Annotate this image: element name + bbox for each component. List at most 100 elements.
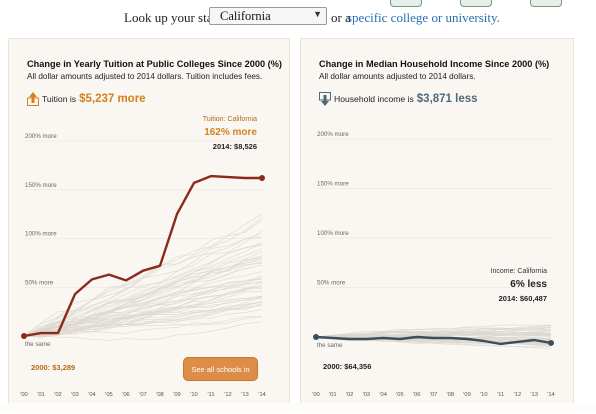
data-point [548, 339, 554, 346]
x-tick-label: '07 [139, 392, 147, 398]
other-state-line [23, 286, 263, 337]
x-tick-label: '01 [37, 392, 45, 398]
x-tick-label: '05 [396, 392, 404, 398]
x-tick-label: '01 [329, 392, 337, 398]
x-tick-label: '03 [71, 392, 79, 398]
see-all-schools-button[interactable]: See all schools in [183, 357, 258, 381]
top-tab[interactable] [460, 0, 492, 7]
x-tick-label: '02 [54, 392, 62, 398]
y-tick-label: 200% more [317, 131, 349, 138]
down-arrow-icon [319, 92, 331, 106]
income-panel: the same 50% more 100% more 150% more 200% m… [300, 38, 574, 413]
data-point [259, 175, 265, 182]
end-change-label: 162% more [204, 127, 257, 138]
x-tick-label: '13 [530, 392, 538, 398]
top-tab[interactable] [530, 0, 562, 7]
x-tick-label: '00 [20, 392, 28, 398]
other-state-line [315, 324, 552, 338]
y-tick-label: 200% more [25, 133, 57, 140]
series-line-california [315, 335, 552, 346]
end-change-label: 6% less [510, 279, 547, 290]
top-tab[interactable] [390, 0, 422, 7]
up-arrow-icon [27, 92, 39, 106]
x-tick-label: '12 [514, 392, 522, 398]
x-tick-label: '10 [190, 392, 198, 398]
tuition-chart-subtitle: All dollar amounts adjusted to 2014 doll… [27, 72, 263, 81]
x-tick-label: '14 [258, 392, 266, 398]
x-tick-label: '08 [156, 392, 164, 398]
x-tick-label: '05 [105, 392, 113, 398]
end-series-name: Tuition: California [203, 116, 257, 123]
y-tick-label: 100% more [25, 231, 57, 238]
income-headline-value: $3,871 less [416, 93, 478, 105]
data-point [21, 333, 27, 339]
tuition-panel: the same 50% more 100% more 150% more 200% m… [8, 38, 290, 413]
other-state-line [315, 325, 552, 338]
y-tick-label: 150% more [317, 181, 349, 188]
tuition-headline-label: Tuition is [42, 94, 77, 104]
y-tick-label: 150% more [25, 182, 57, 189]
other-state-line [23, 242, 263, 337]
x-tick-label: '09 [173, 392, 181, 398]
x-tick-label: '03 [363, 392, 371, 398]
end-value-label: 2014: $8,526 [213, 142, 257, 151]
end-series-name: Income: California [491, 268, 548, 275]
chevron-down-icon: ▼ [313, 9, 322, 19]
other-state-line [23, 258, 263, 337]
specific-college-link[interactable]: specific college or university. [347, 10, 500, 25]
y-tick-label: the same [25, 341, 51, 348]
other-state-line [23, 309, 263, 337]
income-headline: Household income is $3,871 less [319, 91, 478, 107]
other-state-line [23, 260, 263, 337]
other-state-line [315, 327, 552, 338]
income-chart-subtitle: All dollar amounts adjusted to 2014 doll… [319, 72, 476, 81]
x-tick-label: '04 [379, 392, 387, 398]
x-tick-label: '07 [430, 392, 438, 398]
or-text: or a [331, 10, 351, 25]
x-tick-label: '02 [346, 392, 354, 398]
other-state-line [23, 213, 263, 337]
x-tick-label: '04 [88, 392, 96, 398]
x-tick-label: '10 [480, 392, 488, 398]
x-tick-label: '09 [463, 392, 471, 398]
x-tick-label: '11 [207, 392, 214, 398]
other-states-lines [23, 213, 263, 341]
x-tick-label: '06 [413, 392, 421, 398]
other-state-line [23, 277, 263, 337]
x-tick-label: '00 [312, 392, 320, 398]
start-value-label: 2000: $64,356 [323, 362, 371, 371]
tuition-chart: the same 50% more 100% more 150% more 200% m… [20, 116, 266, 398]
other-state-line [315, 324, 551, 338]
top-bar: Look up your state California ▼ or a spe… [0, 0, 596, 34]
x-tick-label: '13 [241, 392, 249, 398]
state-select-value: California [220, 9, 271, 23]
other-state-line [23, 236, 263, 337]
state-select[interactable]: California ▼ [209, 7, 327, 25]
y-tick-label: 50% more [25, 279, 54, 286]
page-bottom [0, 403, 596, 413]
other-state-line [23, 230, 263, 337]
x-tick-label: '11 [497, 392, 504, 398]
tuition-headline-value: $5,237 more [79, 93, 146, 105]
y-tick-label: 50% more [317, 280, 346, 287]
other-state-line [23, 298, 263, 337]
other-state-line [23, 251, 263, 337]
income-chart-title: Change in Median Household Income Since … [319, 59, 550, 69]
other-state-line [23, 248, 263, 337]
other-state-line [23, 301, 263, 337]
tuition-chart-title: Change in Yearly Tuition at Public Colle… [27, 59, 282, 69]
y-tick-label: the same [317, 342, 343, 349]
tuition-headline: Tuition is $5,237 more [27, 91, 146, 107]
x-tick-label: '12 [224, 392, 232, 398]
other-state-line [315, 333, 552, 339]
lookup-label: Look up your state [124, 10, 222, 25]
income-chart: the same 50% more 100% more 150% more 200% m… [312, 131, 555, 398]
y-tick-label: 100% more [317, 230, 349, 237]
data-point [313, 334, 319, 340]
end-value-label: 2014: $60,487 [499, 294, 547, 303]
start-value-label: 2000: $3,289 [31, 363, 75, 372]
x-tick-label: '14 [547, 392, 555, 398]
other-states-lines [315, 324, 552, 350]
other-state-line [23, 275, 263, 337]
x-tick-label: '08 [447, 392, 455, 398]
